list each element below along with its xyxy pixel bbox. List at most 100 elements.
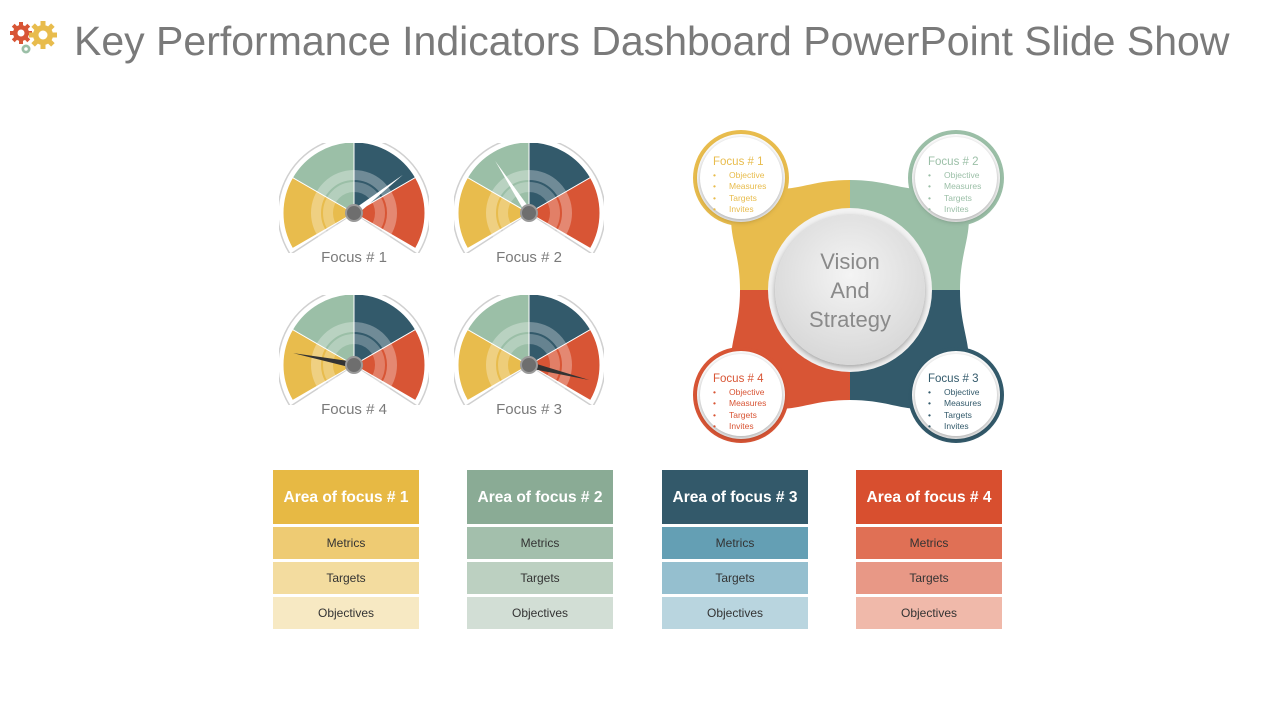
gauge-focus-4: Focus # 4 [279,295,429,425]
list-item: Measures [928,181,981,192]
area-card-4: Area of focus # 4 Metrics Targets Object… [856,470,1002,629]
card-row-metrics: Metrics [662,527,808,559]
focus-title: Focus # 2 [928,156,979,168]
focus-title: Focus # 1 [713,156,764,168]
gauge-inner-ring [323,334,385,396]
card-row-metrics: Metrics [856,527,1002,559]
list-item: Objective [928,170,981,181]
gauge-focus-3: Focus # 3 [454,295,604,425]
focus-circle-1: Focus # 1 Objective Measures Targets Inv… [693,130,789,226]
gauge-inner-ring [311,170,397,253]
vision-strategy-diagram: Focus # 1 Objective Measures Targets Inv… [680,120,1020,460]
list-item: Invites [928,421,981,432]
list-item: Objective [713,170,766,181]
gauge-segment [457,328,530,402]
gauge-segment [457,176,530,250]
gauge-segment [352,328,426,402]
list-item: Invites [928,204,981,215]
gauge-segment [527,176,601,250]
gauge-segment [291,143,355,214]
card-title: Area of focus # 3 [662,470,808,524]
list-item: Targets [928,410,981,421]
gauge-label: Focus # 2 [496,249,562,266]
area-card-3: Area of focus # 3 Metrics Targets Object… [662,470,808,629]
center-text: Vision And Strategy [790,247,910,334]
gauge-hub [520,204,538,222]
gauge-inner-ring [498,334,560,396]
focus-list: Objective Measures Targets Invites [713,387,766,433]
focus-list: Objective Measures Targets Invites [928,170,981,216]
list-item: Targets [928,193,981,204]
gauge-needle [293,353,355,369]
list-item: Targets [713,193,766,204]
gauge-segment [282,176,355,250]
center-line: Strategy [809,306,891,332]
gauge-inner-ring [486,170,572,253]
gauge-dial [454,295,604,405]
focus-circle-2: Focus # 2 Objective Measures Targets Inv… [908,130,1004,226]
gauge-segment [353,143,417,214]
gauge-segment [527,328,601,402]
gauge-label: Focus # 1 [321,249,387,266]
card-row-objectives: Objectives [273,597,419,629]
gauge-dial [279,143,429,253]
card-row-targets: Targets [273,562,419,594]
gauge-inner-ring [311,322,397,405]
card-title: Area of focus # 1 [273,470,419,524]
gauge-segment [352,176,426,250]
card-title: Area of focus # 4 [856,470,1002,524]
gauge-hub [345,204,363,222]
card-row-objectives: Objectives [662,597,808,629]
gauge-needle [352,174,403,216]
card-row-targets: Targets [662,562,808,594]
card-title: Area of focus # 2 [467,470,613,524]
gauge-segment [353,295,417,366]
gauge-label: Focus # 3 [496,401,562,418]
area-card-2: Area of focus # 2 Metrics Targets Object… [467,470,613,629]
focus-title: Focus # 3 [928,373,979,385]
gauge-dial [279,295,429,405]
gauge-segment [466,143,530,214]
gauge-segment [282,328,355,402]
list-item: Measures [928,398,981,409]
page-title: Key Performance Indicators Dashboard Pow… [74,18,1230,64]
gauge-inner-ring [323,182,385,244]
list-item: Invites [713,204,766,215]
gauge-segment [528,295,592,366]
gauge-needle [495,161,532,215]
focus-title: Focus # 4 [713,373,764,385]
list-item: Objective [928,387,981,398]
gears-logo-icon [10,21,57,54]
center-line: And [830,277,870,303]
card-row-targets: Targets [467,562,613,594]
vision-center-circle: Vision And Strategy [768,208,932,372]
gauge-needle [528,361,590,380]
focus-circle-3: Focus # 3 Objective Measures Targets Inv… [908,347,1004,443]
center-line: Vision [820,248,880,274]
card-row-objectives: Objectives [856,597,1002,629]
gauge-inner-ring [486,322,572,405]
gauge-hub [520,356,538,374]
focus-list: Objective Measures Targets Invites [713,170,766,216]
list-item: Objective [713,387,766,398]
gauge-dial [454,143,604,253]
focus-list: Objective Measures Targets Invites [928,387,981,433]
card-row-objectives: Objectives [467,597,613,629]
list-item: Measures [713,398,766,409]
gauge-segment [466,295,530,366]
gauge-label: Focus # 4 [321,401,387,418]
gauge-hub [345,356,363,374]
area-card-1: Area of focus # 1 Metrics Targets Object… [273,470,419,629]
card-row-targets: Targets [856,562,1002,594]
gauge-focus-1: Focus # 1 [279,143,429,273]
gauge-segment [528,143,592,214]
gauge-segment [291,295,355,366]
gauge-focus-2: Focus # 2 [454,143,604,273]
list-item: Measures [713,181,766,192]
card-row-metrics: Metrics [273,527,419,559]
card-row-metrics: Metrics [467,527,613,559]
gauge-inner-ring [498,182,560,244]
focus-circle-4: Focus # 4 Objective Measures Targets Inv… [693,347,789,443]
list-item: Invites [713,421,766,432]
list-item: Targets [713,410,766,421]
